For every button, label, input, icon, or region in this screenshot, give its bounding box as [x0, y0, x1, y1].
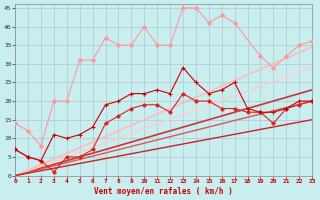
X-axis label: Vent moyen/en rafales ( km/h ): Vent moyen/en rafales ( km/h ) — [94, 187, 233, 196]
